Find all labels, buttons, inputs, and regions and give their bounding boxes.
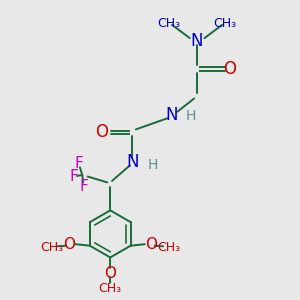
Text: N: N (166, 106, 178, 124)
Bar (108, 271, 113, 276)
Text: CH₃: CH₃ (158, 17, 181, 30)
Bar (67, 242, 72, 247)
Text: O: O (104, 266, 116, 281)
Bar (148, 242, 154, 247)
Text: N: N (191, 32, 203, 50)
Text: CH₃: CH₃ (99, 282, 122, 295)
Text: N: N (126, 153, 139, 171)
Bar (195, 66, 199, 72)
Text: O: O (95, 123, 108, 141)
Text: CH₃: CH₃ (214, 17, 237, 30)
Bar (130, 159, 135, 165)
Text: H: H (147, 158, 158, 172)
Bar (130, 130, 135, 135)
Text: O: O (145, 237, 157, 252)
Text: O: O (63, 237, 75, 252)
Bar (169, 112, 175, 118)
Text: O: O (223, 60, 236, 78)
Text: H: H (186, 109, 196, 123)
Text: CH₃: CH₃ (40, 241, 63, 254)
Text: CH₃: CH₃ (158, 241, 181, 254)
Text: F: F (69, 169, 78, 184)
Text: F: F (80, 179, 88, 194)
Text: F: F (74, 156, 83, 171)
